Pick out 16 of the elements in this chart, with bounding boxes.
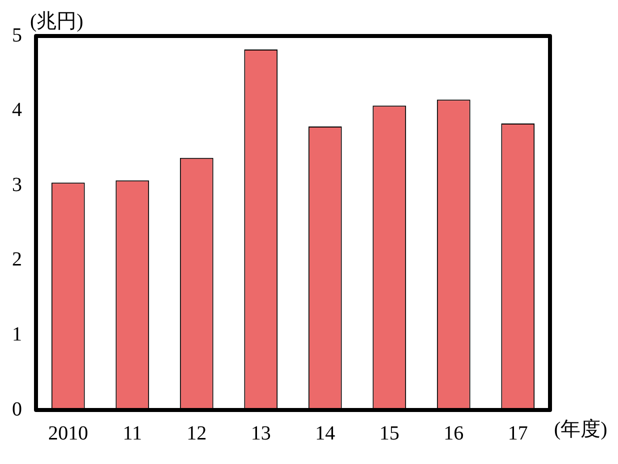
x-tick-label: 12	[186, 422, 207, 444]
x-tick-label: 14	[315, 422, 336, 444]
y-tick-label: 2	[12, 248, 22, 271]
x-tick-label: 11	[122, 422, 142, 444]
x-tick-label: 16	[444, 422, 464, 444]
y-tick-label: 0	[12, 398, 22, 420]
x-tick-label: 15	[379, 422, 400, 444]
y-axis-title: (兆円)	[30, 10, 84, 32]
y-tick-label: 1	[12, 323, 22, 346]
x-axis-title: (年度)	[554, 418, 608, 440]
y-tick-label: 5	[12, 24, 22, 46]
y-tick-label: 3	[12, 174, 22, 196]
y-tick-label: 4	[12, 99, 22, 122]
x-tick-label: 17	[508, 422, 528, 444]
x-tick-label: 2010	[48, 422, 88, 444]
x-tick-label: 13	[250, 422, 271, 444]
